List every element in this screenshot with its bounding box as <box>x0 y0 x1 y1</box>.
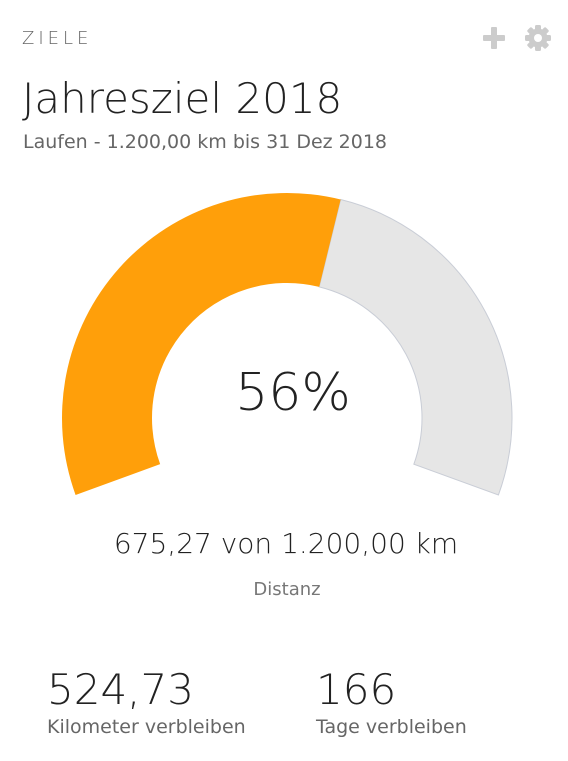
stat-value: 524,73 <box>47 665 194 714</box>
gear-icon <box>525 25 551 51</box>
metric-label: Distanz <box>253 579 321 600</box>
gauge-percent: 56% <box>235 363 351 423</box>
progress-gauge <box>62 192 513 496</box>
goal-title: Jahresziel 2018 <box>22 74 343 123</box>
progress-text: 675,27 von 1.200,00 km <box>113 527 459 560</box>
stat-value: 166 <box>316 665 397 714</box>
stat-label: Tage verbleiben <box>316 716 467 738</box>
settings-button[interactable] <box>524 24 552 52</box>
goal-subtitle: Laufen - 1.200,00 km bis 31 Dez 2018 <box>23 131 388 153</box>
stat-label: Kilometer verbleiben <box>47 716 246 738</box>
section-title: ZIELE <box>22 28 93 49</box>
stat-days-remaining: 166 Tage verbleiben <box>316 664 467 738</box>
stat-km-remaining: 524,73 Kilometer verbleiben <box>47 664 246 738</box>
add-goal-button[interactable] <box>480 24 508 52</box>
gauge-fill <box>62 192 341 495</box>
plus-icon <box>483 27 505 49</box>
gauge-track <box>318 198 513 496</box>
